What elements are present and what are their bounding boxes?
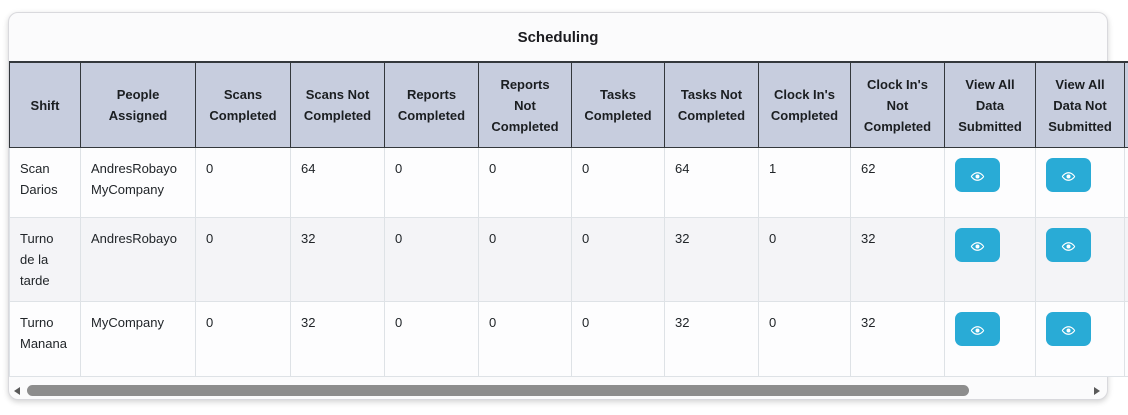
people-cell: AndresRobayo MyCompany	[80, 147, 196, 218]
tasks_not_completed-cell: 32	[664, 217, 759, 302]
header-cell-tasks_completed: Tasks Completed	[571, 61, 665, 148]
view_all_not_submitted-cell	[1035, 301, 1125, 377]
clipped-column-spacer	[1124, 147, 1128, 218]
clipped-column-spacer	[1124, 217, 1128, 302]
view_all_submitted-cell	[944, 217, 1036, 302]
table-body: Scan Darios AndresRobayo MyCompany 0 64 0 0 0 6…	[9, 147, 1128, 377]
clockins_not_completed-cell: 32	[850, 217, 945, 302]
header-cell-clockins_completed: Clock In's Completed	[758, 61, 851, 148]
view_all_not_submitted-cell	[1035, 147, 1125, 218]
view_all_submitted-button[interactable]	[955, 228, 1000, 262]
shift-cell: Scan Darios	[9, 147, 81, 218]
header-cell-shift: Shift	[9, 61, 81, 148]
clockins_not_completed-cell: 32	[850, 301, 945, 377]
scrollbar-thumb[interactable]	[27, 385, 969, 396]
scans_completed-cell: 0	[195, 217, 291, 302]
tasks_completed-cell: 0	[571, 217, 665, 302]
table-row: Turno Manana MyCompany 0 32 0 0 0 32 0 32	[9, 301, 1128, 377]
header-cell-clockins_not_completed: Clock In's Not Completed	[850, 61, 945, 148]
reports_not_completed-cell: 0	[478, 217, 572, 302]
view_all_not_submitted-button[interactable]	[1046, 312, 1091, 346]
reports_not_completed-cell: 0	[478, 301, 572, 377]
view_all_submitted-button[interactable]	[955, 312, 1000, 346]
scheduling-table-area: Shift People Assigned Scans Completed Scans…	[9, 61, 1128, 377]
horizontal-scrollbar	[10, 383, 1104, 398]
reports_completed-cell: 0	[384, 217, 479, 302]
tasks_not_completed-cell: 32	[664, 301, 759, 377]
reports_completed-cell: 0	[384, 147, 479, 218]
clipped-column-spacer	[1124, 301, 1128, 377]
scans_completed-cell: 0	[195, 301, 291, 377]
eye-icon	[967, 171, 988, 187]
shift-cell: Turno de la tarde	[9, 217, 81, 302]
header-cell-scans_not_completed: Scans Not Completed	[290, 61, 385, 148]
header-cell-scans_completed: Scans Completed	[195, 61, 291, 148]
scroll-left-arrow-icon[interactable]	[14, 387, 20, 395]
scans_completed-cell: 0	[195, 147, 291, 218]
shift-cell: Turno Manana	[9, 301, 81, 377]
clockins_completed-cell: 0	[758, 217, 851, 302]
table-row: Scan Darios AndresRobayo MyCompany 0 64 0 0 0 6…	[9, 147, 1128, 218]
clockins_completed-cell: 0	[758, 301, 851, 377]
header-cell-view_all_submitted: View All Data Submitted	[944, 61, 1036, 148]
tasks_completed-cell: 0	[571, 147, 665, 218]
eye-icon	[967, 241, 988, 257]
table-header-row: Shift People Assigned Scans Completed Scans…	[9, 61, 1128, 148]
table-header: Shift People Assigned Scans Completed Scans…	[9, 61, 1128, 148]
header-cell-tasks_not_completed: Tasks Not Completed	[664, 61, 759, 148]
scheduling-table: Shift People Assigned Scans Completed Scans…	[9, 61, 1128, 377]
eye-icon	[967, 325, 988, 341]
view_all_submitted-cell	[944, 301, 1036, 377]
header-cell-reports_completed: Reports Completed	[384, 61, 479, 148]
header-cell-view_all_not_submitted: View All Data Not Submitted	[1035, 61, 1125, 148]
view_all_submitted-button[interactable]	[955, 158, 1000, 192]
clipped-column-spacer	[1124, 61, 1128, 148]
scans_not_completed-cell: 32	[290, 217, 385, 302]
view_all_submitted-cell	[944, 147, 1036, 218]
reports_completed-cell: 0	[384, 301, 479, 377]
people-cell: AndresRobayo	[80, 217, 196, 302]
tasks_completed-cell: 0	[571, 301, 665, 377]
tasks_not_completed-cell: 64	[664, 147, 759, 218]
page-title: Scheduling	[517, 28, 599, 46]
view_all_not_submitted-button[interactable]	[1046, 228, 1091, 262]
reports_not_completed-cell: 0	[478, 147, 572, 218]
clockins_completed-cell: 1	[758, 147, 851, 218]
scans_not_completed-cell: 64	[290, 147, 385, 218]
scans_not_completed-cell: 32	[290, 301, 385, 377]
scheduling-card: Scheduling Shift People Assigned Scans Com…	[8, 12, 1128, 400]
clockins_not_completed-cell: 62	[850, 147, 945, 218]
header-cell-people: People Assigned	[80, 61, 196, 148]
people-cell: MyCompany	[80, 301, 196, 377]
eye-icon	[1058, 171, 1079, 187]
scroll-right-arrow-icon[interactable]	[1094, 387, 1100, 395]
header-cell-reports_not_completed: Reports Not Completed	[478, 61, 572, 148]
view_all_not_submitted-cell	[1035, 217, 1125, 302]
table-row: Turno de la tarde AndresRobayo 0 32 0 0 0 32 0 32	[9, 217, 1128, 302]
view_all_not_submitted-button[interactable]	[1046, 158, 1091, 192]
eye-icon	[1058, 241, 1079, 257]
eye-icon	[1058, 325, 1079, 341]
